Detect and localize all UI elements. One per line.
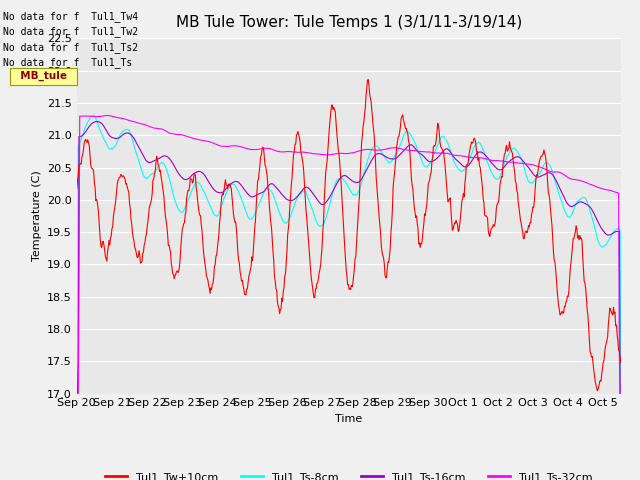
Text: MB_tule: MB_tule	[13, 71, 74, 82]
Y-axis label: Temperature (C): Temperature (C)	[31, 170, 42, 262]
Legend: Tul1_Tw+10cm, Tul1_Ts-8cm, Tul1_Ts-16cm, Tul1_Ts-32cm: Tul1_Tw+10cm, Tul1_Ts-8cm, Tul1_Ts-16cm,…	[100, 468, 597, 480]
Text: No data for f  Tul1_Tw2: No data for f Tul1_Tw2	[3, 26, 138, 37]
X-axis label: Time: Time	[335, 414, 362, 424]
Title: MB Tule Tower: Tule Temps 1 (3/1/11-3/19/14): MB Tule Tower: Tule Temps 1 (3/1/11-3/19…	[175, 15, 522, 30]
Text: No data for f  Tul1_Tw4: No data for f Tul1_Tw4	[3, 11, 138, 22]
Text: No data for f  Tul1_Ts2: No data for f Tul1_Ts2	[3, 42, 138, 53]
Text: No data for f  Tul1_Ts: No data for f Tul1_Ts	[3, 57, 132, 68]
